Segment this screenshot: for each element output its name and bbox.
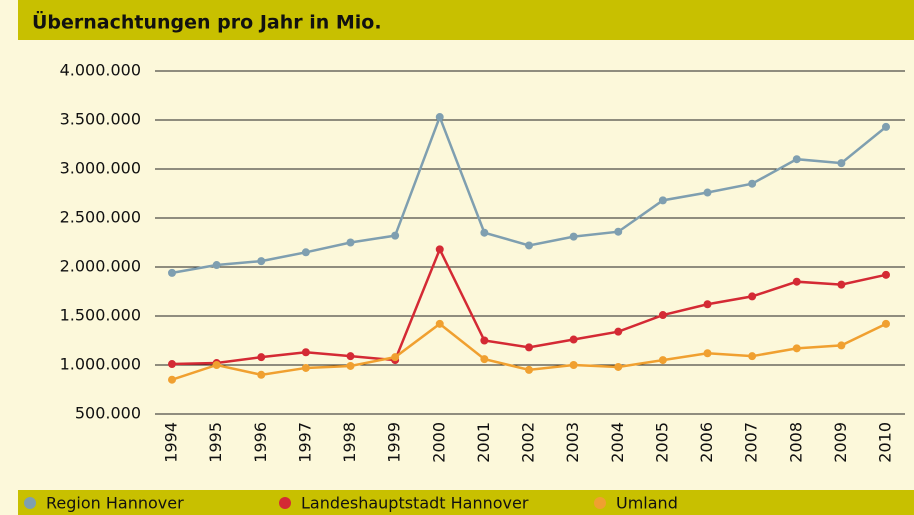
y-tick-label: 3.000.000 xyxy=(60,159,141,178)
data-point xyxy=(391,231,400,240)
data-point xyxy=(480,228,489,237)
y-tick-label: 1.000.000 xyxy=(60,355,141,374)
x-tick-label: 1997 xyxy=(295,422,314,463)
data-point xyxy=(703,300,712,309)
x-tick-label: 1996 xyxy=(251,422,270,463)
x-tick-label: 2003 xyxy=(563,422,582,463)
data-point xyxy=(748,179,757,188)
x-tick-label: 1995 xyxy=(206,422,225,463)
legend-swatch xyxy=(279,497,291,509)
x-tick-label: 2006 xyxy=(697,422,716,463)
data-point xyxy=(480,336,489,345)
data-point xyxy=(569,232,578,241)
data-point xyxy=(257,370,266,379)
data-point xyxy=(569,361,578,369)
data-point xyxy=(658,356,667,365)
y-tick-label: 1.500.000 xyxy=(60,306,141,325)
data-point xyxy=(168,268,176,277)
data-point xyxy=(882,270,890,279)
data-point xyxy=(212,361,221,369)
y-tick-label: 3.500.000 xyxy=(60,110,141,129)
data-point xyxy=(614,362,623,371)
x-tick-label: 2009 xyxy=(831,422,850,463)
y-tick-label: 4.000.000 xyxy=(60,61,141,80)
y-tick-label: 2.500.000 xyxy=(60,208,141,227)
data-point xyxy=(168,360,176,369)
data-point xyxy=(837,159,846,168)
legend-label: Umland xyxy=(616,494,678,513)
title-bar xyxy=(18,0,914,40)
legend-swatch xyxy=(594,497,606,509)
legend-swatch xyxy=(24,497,36,509)
legend-bar xyxy=(18,490,914,515)
data-point xyxy=(212,261,221,270)
x-tick-label: 2008 xyxy=(786,422,805,463)
y-tick-label: 2.000.000 xyxy=(60,257,141,276)
data-point xyxy=(837,280,846,289)
data-point xyxy=(882,122,890,131)
data-point xyxy=(257,353,266,362)
data-point xyxy=(748,292,757,301)
y-tick-label: 500.000 xyxy=(75,404,141,423)
data-point xyxy=(569,335,578,344)
data-point xyxy=(168,375,176,384)
x-tick-label: 2004 xyxy=(608,422,627,463)
x-tick-label: 1994 xyxy=(162,422,181,463)
x-tick-label: 2001 xyxy=(474,422,493,463)
data-point xyxy=(525,241,533,250)
x-tick-label: 2002 xyxy=(519,422,538,463)
x-tick-label: 2000 xyxy=(429,422,448,463)
data-point xyxy=(525,365,533,374)
data-point xyxy=(837,341,846,350)
x-tick-label: 2007 xyxy=(742,422,761,463)
data-point xyxy=(301,363,310,372)
data-point xyxy=(391,353,400,362)
data-point xyxy=(792,344,801,353)
chart-title: Übernachtungen pro Jahr in Mio. xyxy=(32,10,382,34)
data-point xyxy=(435,113,444,122)
data-point xyxy=(346,352,355,361)
data-point xyxy=(703,349,712,358)
data-point xyxy=(658,196,667,205)
data-point xyxy=(614,327,623,336)
data-point xyxy=(525,343,533,352)
data-point xyxy=(301,248,310,257)
data-point xyxy=(703,188,712,197)
x-tick-label: 2005 xyxy=(652,422,671,463)
data-point xyxy=(435,245,444,254)
data-point xyxy=(614,227,623,236)
legend-label: Landeshauptstadt Hannover xyxy=(301,494,529,513)
data-point xyxy=(748,352,757,361)
x-tick-label: 1998 xyxy=(340,422,359,463)
data-point xyxy=(882,319,890,328)
data-point xyxy=(346,361,355,370)
data-point xyxy=(435,319,444,328)
data-point xyxy=(480,355,489,364)
x-tick-label: 2010 xyxy=(876,422,895,463)
x-tick-label: 1999 xyxy=(385,422,404,463)
data-point xyxy=(301,348,310,357)
data-point xyxy=(346,238,355,247)
data-point xyxy=(257,257,266,266)
legend-label: Region Hannover xyxy=(46,494,184,513)
data-point xyxy=(792,155,801,164)
data-point xyxy=(792,277,801,286)
data-point xyxy=(658,311,667,320)
